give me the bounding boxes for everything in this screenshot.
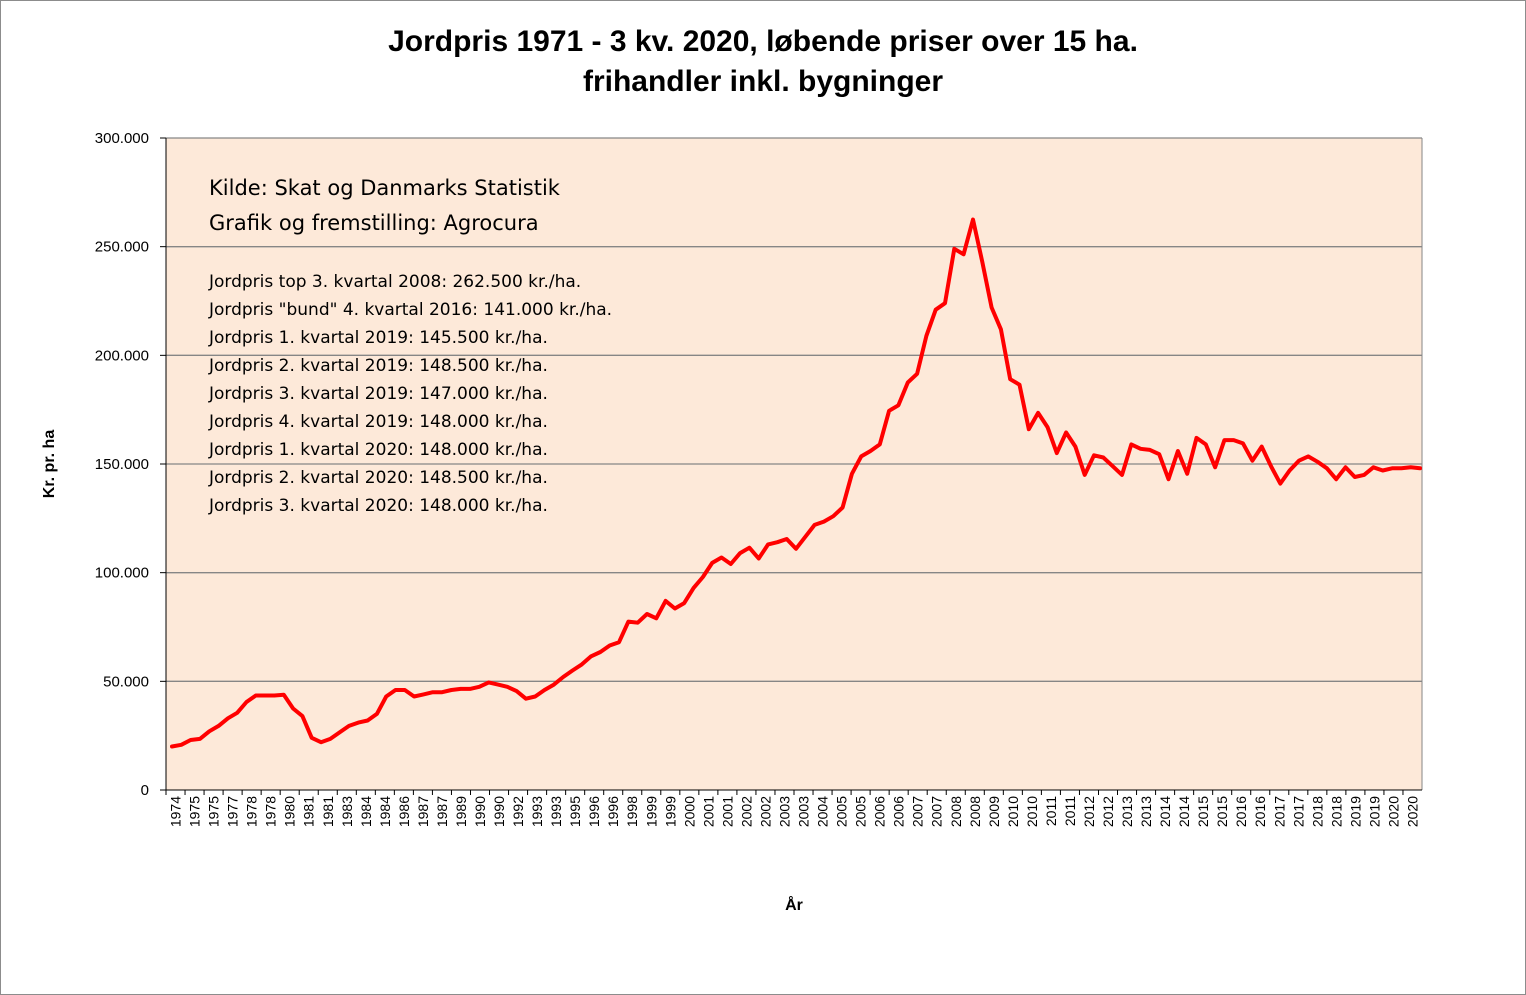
x-tick-label: 2018 (1309, 796, 1325, 827)
x-tick-label: 2016 (1252, 796, 1268, 827)
x-tick-label: 1998 (624, 796, 640, 827)
x-tick-labels: 1974 1975 1975 1977 1978 1978 1980 1981 1981 1983… (168, 796, 1421, 827)
x-tick-label: 1993 (548, 796, 564, 827)
x-tick-label: 1986 (396, 796, 412, 827)
annotation-block: Kilde: Skat og Danmarks Statistik Grafik… (208, 176, 612, 516)
x-tick-label: 2007 (910, 796, 926, 827)
x-tick-label: 2004 (815, 796, 831, 827)
x-tick-label: 2003 (776, 796, 792, 827)
x-tick-label: 2015 (1195, 796, 1211, 827)
x-tick-label: 1992 (510, 796, 526, 827)
x-tick-label: 1990 (472, 796, 488, 827)
x-tick-label: 2002 (738, 796, 754, 827)
annotation-line: Jordpris 4. kvartal 2019: 148.000 kr./ha… (208, 412, 548, 432)
annotation-line: Jordpris 1. kvartal 2019: 145.500 kr./ha… (208, 328, 548, 348)
x-tick-label: 2019 (1366, 796, 1382, 827)
series-line (170, 217, 1422, 749)
y-tick-label: 200.000 (95, 347, 149, 364)
x-tick-label: 1999 (643, 796, 659, 827)
x-tick-label: 1980 (282, 796, 298, 827)
y-tick-label: 300.000 (95, 130, 149, 147)
annotation-source: Kilde: Skat og Danmarks Statistik (209, 176, 561, 200)
x-tick-label: 2010 (1005, 796, 1021, 827)
x-tick-label: 1993 (529, 796, 545, 827)
x-tick-label: 1975 (187, 796, 203, 827)
x-tick-label: 2014 (1176, 796, 1192, 827)
x-tick-label: 2017 (1271, 796, 1287, 827)
x-tick-label: 1981 (301, 796, 317, 827)
annotation-line: Jordpris 3. kvartal 2019: 147.000 kr./ha… (208, 384, 548, 404)
x-tick-label: 2001 (700, 796, 716, 827)
x-tick-label: 2005 (834, 796, 850, 827)
x-tick-label: 2003 (796, 796, 812, 827)
x-tick-label: 1987 (415, 796, 431, 827)
x-tick-label: 2018 (1328, 796, 1344, 827)
x-tick-label: 1996 (586, 796, 602, 827)
x-tick-label: 2013 (1138, 796, 1154, 827)
x-tick-label: 1999 (662, 796, 678, 827)
y-tick-labels: 0 50.000 100.000 150.000 200.000 250.000 300.0… (95, 130, 149, 799)
annotation-line: Jordpris 2. kvartal 2020: 148.500 kr./ha… (208, 468, 548, 488)
x-tick-label: 1975 (206, 796, 222, 827)
x-tick-label: 2012 (1100, 796, 1116, 827)
y-tick-label: 0 (141, 782, 149, 799)
chart-title-block: Jordpris 1971 - 3 kv. 2020, løbende pris… (0, 22, 1526, 102)
x-tick-label: 2015 (1214, 796, 1230, 827)
annotation-line: Jordpris 2. kvartal 2019: 148.500 kr./ha… (208, 356, 548, 376)
x-tick-label: 1983 (339, 796, 355, 827)
x-tick-label: 1978 (263, 796, 279, 827)
x-tick-label: 2006 (872, 796, 888, 827)
x-tick-label: 2020 (1404, 796, 1420, 827)
x-tick-label: 1977 (225, 796, 241, 827)
x-tick-label: 2013 (1119, 796, 1135, 827)
x-tick-label: 2014 (1157, 796, 1173, 827)
annotation-graphics: Grafik og fremstilling: Agrocura (209, 211, 539, 235)
x-tick-label: 2008 (948, 796, 964, 827)
x-tick-label: 2020 (1385, 796, 1401, 827)
axes (165, 138, 1422, 791)
x-tick-label: 1984 (358, 796, 374, 827)
x-tick-label: 2010 (1024, 796, 1040, 827)
x-tick-label: 2001 (719, 796, 735, 827)
x-axis-title: År (785, 895, 803, 914)
y-tick-label: 150.000 (95, 456, 149, 473)
x-tick-label: 2009 (986, 796, 1002, 827)
series-layer (170, 217, 1422, 749)
x-tick-label: 1989 (453, 796, 469, 827)
chart-subtitle: frihandler inkl. bygninger (582, 65, 944, 98)
x-tick-label: 2012 (1081, 796, 1097, 827)
y-axis-title: Kr. pr. ha (41, 430, 58, 499)
y-tick-label: 50.000 (103, 673, 149, 690)
x-tick-label: 2002 (757, 796, 773, 827)
x-tick-label: 1978 (244, 796, 260, 827)
x-tick-label: 2008 (967, 796, 983, 827)
x-tick-label: 1987 (434, 796, 450, 827)
y-tick-label: 100.000 (95, 565, 149, 582)
annotation-line: Jordpris top 3. kvartal 2008: 262.500 kr… (208, 272, 581, 292)
x-tick-label: 1990 (491, 796, 507, 827)
x-tick-label: 2019 (1347, 796, 1363, 827)
y-tick-label: 250.000 (95, 239, 149, 256)
x-tick-label: 2000 (681, 796, 697, 827)
x-tick-label: 2011 (1043, 796, 1059, 826)
x-tick-label: 2005 (853, 796, 869, 827)
x-tick-label: 1996 (605, 796, 621, 827)
annotation-line: Jordpris 3. kvartal 2020: 148.000 kr./ha… (208, 496, 548, 516)
x-tick-label: 1984 (377, 796, 393, 827)
chart-title: Jordpris 1971 - 3 kv. 2020, løbende pris… (388, 25, 1138, 58)
x-tick-label: 2017 (1290, 796, 1306, 827)
x-tick-label: 1981 (320, 796, 336, 827)
x-tick-label: 2006 (891, 796, 907, 827)
annotation-line: Jordpris 1. kvartal 2020: 148.000 kr./ha… (208, 440, 548, 460)
x-tick-label: 1995 (567, 796, 583, 827)
x-tick-label: 2007 (929, 796, 945, 827)
x-tick-label: 1974 (168, 796, 184, 827)
gridlines (160, 137, 1423, 795)
x-tick-label: 2016 (1233, 796, 1249, 827)
x-tick-label: 2011 (1062, 796, 1078, 826)
annotation-line: Jordpris "bund" 4. kvartal 2016: 141.000… (208, 300, 612, 320)
